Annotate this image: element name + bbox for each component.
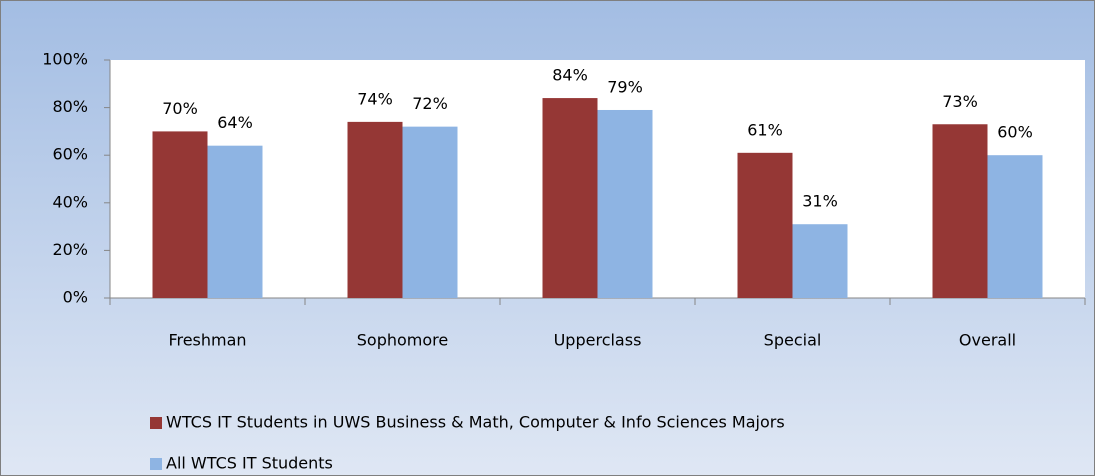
y-tick-label: 60% bbox=[52, 145, 88, 164]
legend-label: WTCS IT Students in UWS Business & Math,… bbox=[166, 413, 785, 432]
bar bbox=[597, 109, 653, 298]
bar bbox=[152, 131, 208, 298]
x-tick-label: Special bbox=[764, 331, 822, 350]
data-label: 72% bbox=[412, 94, 448, 113]
bar bbox=[402, 126, 458, 298]
bar bbox=[932, 124, 988, 298]
data-label: 60% bbox=[997, 123, 1033, 142]
y-tick-label: 20% bbox=[52, 240, 88, 259]
legend-label: All WTCS IT Students bbox=[166, 454, 333, 473]
y-tick-label: 40% bbox=[52, 192, 88, 211]
data-label: 31% bbox=[802, 192, 838, 211]
bar bbox=[207, 145, 263, 298]
data-label: 61% bbox=[747, 120, 783, 139]
x-tick-label: Sophomore bbox=[357, 331, 448, 350]
bar bbox=[347, 121, 403, 298]
data-label: 64% bbox=[217, 113, 253, 132]
x-tick-label: Freshman bbox=[168, 331, 246, 350]
y-tick-label: 80% bbox=[52, 97, 88, 116]
bar bbox=[987, 155, 1043, 298]
legend-swatch bbox=[150, 458, 162, 470]
legend-swatch bbox=[150, 417, 162, 429]
bar bbox=[792, 224, 848, 298]
bar bbox=[737, 152, 793, 298]
data-label: 73% bbox=[942, 92, 978, 111]
y-tick-label: 100% bbox=[42, 50, 88, 69]
data-label: 74% bbox=[357, 89, 393, 108]
data-label: 70% bbox=[162, 99, 198, 118]
data-label: 79% bbox=[607, 77, 643, 96]
bar bbox=[542, 98, 598, 298]
x-tick-label: Upperclass bbox=[554, 331, 642, 350]
x-tick-label: Overall bbox=[959, 331, 1016, 350]
y-tick-label: 0% bbox=[63, 288, 88, 307]
data-label: 84% bbox=[552, 66, 588, 85]
